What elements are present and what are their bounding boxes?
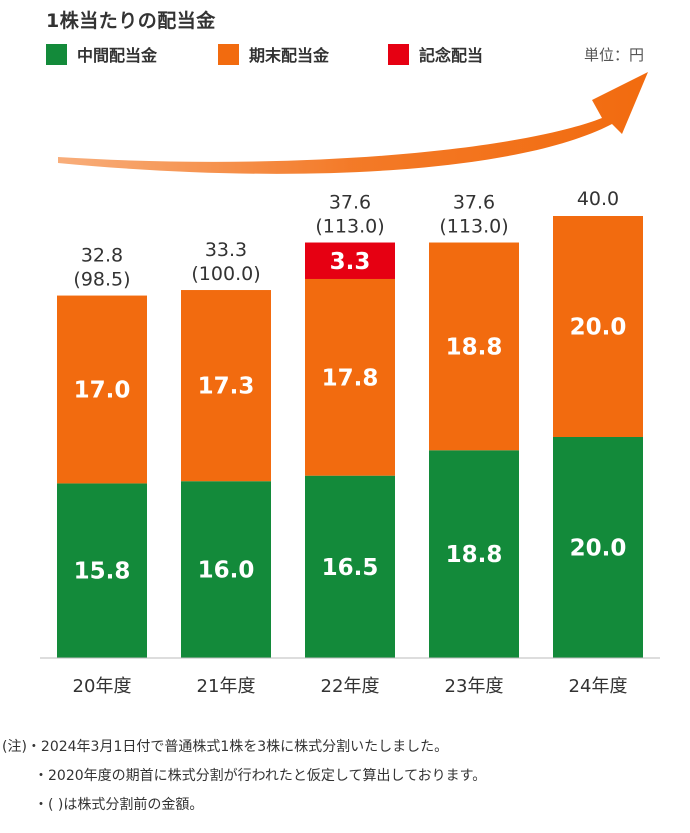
legend-swatch-year-end — [218, 43, 239, 65]
legend-label-year-end: 期末配当金 — [249, 46, 330, 65]
segment-label-2-2: 3.3 — [330, 249, 371, 275]
segment-label-1-3: 18.8 — [446, 334, 503, 360]
bar-segment-1-0 — [57, 295, 147, 484]
notes: (注)・2024年3月1日付で普通株式1株を3株に株式分割いたしました。 ・20… — [2, 733, 486, 820]
segment-label-1-2: 17.8 — [322, 365, 379, 391]
legend-swatch-interim — [46, 43, 67, 65]
segment-label-0-1: 16.0 — [198, 558, 255, 584]
total-label-3: 37.6 — [453, 192, 495, 214]
segment-label-1-4: 20.0 — [570, 315, 627, 341]
dividend-chart: 15.8 17.0 32.8(98.5) 16.0 17.3 33.3(100.0) 16.… — [40, 72, 660, 697]
segment-label-0-4: 20.0 — [570, 536, 627, 562]
bar-segment-0-2 — [305, 475, 395, 658]
presplit-label-3: (113.0) — [439, 216, 508, 238]
bar-segment-0-1 — [181, 481, 271, 658]
bar-segment-1-4 — [553, 216, 643, 437]
presplit-label-2: (113.0) — [315, 216, 384, 238]
total-label-2: 37.6 — [329, 192, 371, 214]
segment-label-0-0: 15.8 — [74, 559, 131, 585]
bar-segment-1-3 — [429, 242, 519, 451]
x-tick-label-1: 21年度 — [197, 676, 256, 697]
note-assumption: ・2020年度の期首に株式分割が行われたと仮定して算出しております。 — [34, 768, 487, 784]
labels-group: 15.8 17.0 32.8(98.5) 16.0 17.3 33.3(100.0) 16.… — [73, 188, 626, 585]
segment-label-0-2: 16.5 — [322, 555, 379, 581]
legend: 中間配当金 期末配当金 記念配当 — [0, 42, 690, 72]
segment-label-0-3: 18.8 — [446, 542, 503, 568]
legend-item-interim: 中間配当金 — [46, 42, 157, 66]
x-tick-label-3: 23年度 — [445, 676, 504, 697]
bar-segment-2-2 — [305, 242, 395, 279]
presplit-label-0: (98.5) — [73, 269, 130, 291]
presplit-label-1: (100.0) — [191, 263, 260, 285]
segment-label-1-1: 17.3 — [198, 374, 255, 400]
x-ticks-group: 20年度 21年度 22年度 23年度 24年度 — [73, 676, 628, 697]
x-tick-label-4: 24年度 — [569, 676, 628, 697]
note-split: (注)・2024年3月1日付で普通株式1株を3株に株式分割いたしました。 — [2, 739, 449, 755]
unit-label: 単位：円 — [583, 46, 644, 64]
bar-segment-0-3 — [429, 450, 519, 658]
bars-group — [57, 216, 643, 658]
legend-item-commemorative: 記念配当 — [388, 42, 483, 66]
bar-segment-0-4 — [553, 437, 643, 658]
x-tick-label-2: 22年度 — [321, 676, 380, 697]
segment-label-1-0: 17.0 — [74, 377, 131, 403]
total-label-0: 32.8 — [81, 245, 123, 267]
legend-swatch-commemorative — [388, 43, 409, 65]
legend-label-commemorative: 記念配当 — [419, 46, 484, 65]
growth-arrow — [58, 72, 648, 174]
bar-segment-0-0 — [57, 483, 147, 658]
bar-segment-1-2 — [305, 278, 395, 476]
bar-segment-1-1 — [181, 290, 271, 482]
total-label-4: 40.0 — [577, 188, 619, 210]
legend-label-interim: 中間配当金 — [77, 46, 158, 65]
chart-title: 1株当たりの配当金 — [46, 10, 216, 32]
x-tick-label-0: 20年度 — [73, 676, 132, 697]
total-label-1: 33.3 — [205, 239, 247, 261]
legend-item-year-end: 期末配当金 — [218, 42, 329, 66]
note-parentheses: ・( )は株式分割前の金額。 — [34, 797, 204, 813]
